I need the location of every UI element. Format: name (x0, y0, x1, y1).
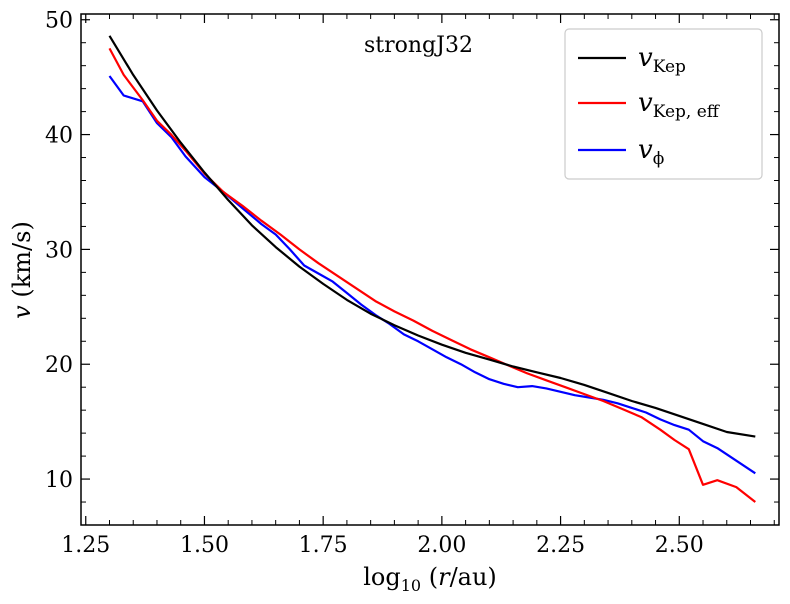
series-layer (108, 35, 756, 503)
axis-ticks (81, 14, 779, 525)
legend-label-vkep-eff: vKep, eff (638, 88, 721, 122)
x-tick-label: 1.75 (299, 533, 348, 558)
tick-labels: 1.25 1.50 1.75 2.00 2.25 2.50 10 20 30 40 50 (45, 9, 704, 558)
legend: vKep vKep, eff vϕ (564, 28, 763, 180)
y-tick-label: 50 (45, 9, 73, 34)
x-axis-label: log10 (r/au) (363, 563, 497, 595)
series-line-v-kep (108, 35, 756, 438)
y-tick-label: 10 (45, 468, 73, 493)
y-tick-label: 40 (45, 124, 73, 149)
y-tick-label: 20 (45, 353, 73, 378)
y-axis-label: v (km/s) (8, 221, 36, 319)
x-tick-label: 2.25 (536, 533, 585, 558)
y-tick-label: 30 (45, 238, 73, 263)
legend-label-vkep: vKep (638, 43, 686, 77)
x-tick-label: 1.50 (180, 533, 229, 558)
x-tick-label: 2.50 (655, 533, 704, 558)
annotation-text: strongJ32 (364, 33, 473, 58)
legend-box (564, 28, 763, 180)
x-tick-label: 2.00 (417, 533, 466, 558)
x-tick-label: 1.25 (61, 533, 110, 558)
legend-label-vphi: vϕ (638, 135, 664, 169)
